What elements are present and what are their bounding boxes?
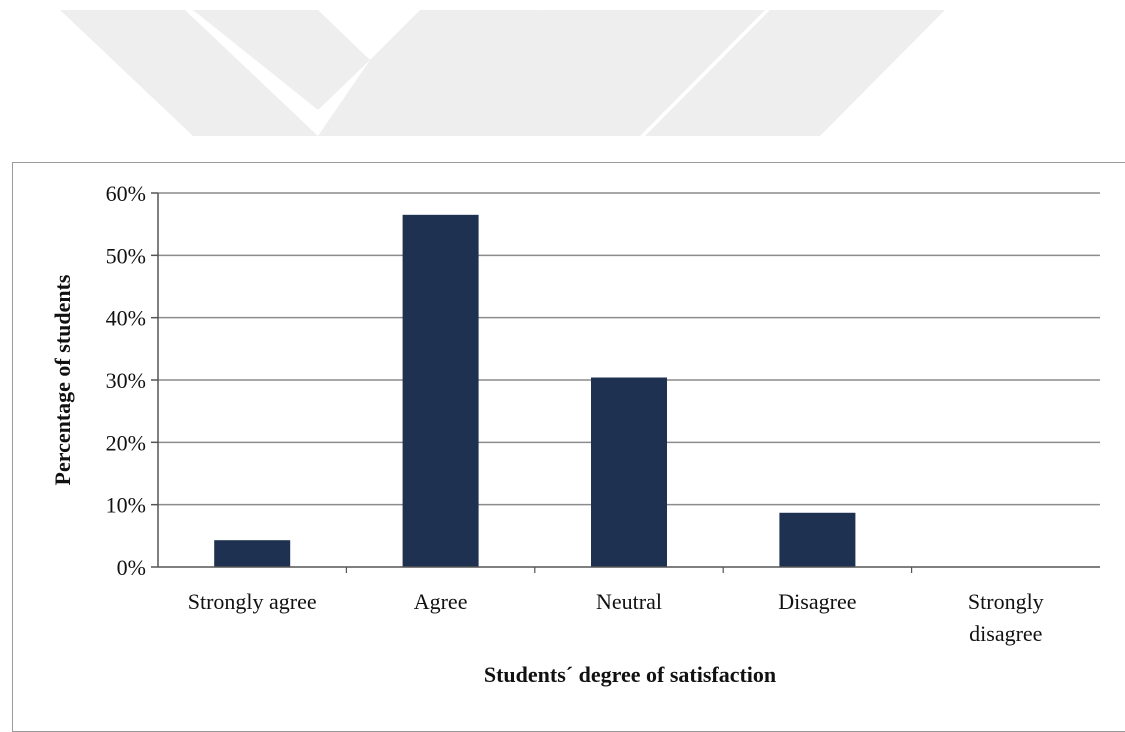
watermark-chevrons: [60, 10, 945, 136]
bar-strongly-agree: [214, 540, 291, 567]
y-tick-label: 30%: [106, 368, 146, 393]
x-tick-label: Strongly agree: [188, 589, 317, 614]
y-tick-label: 40%: [106, 306, 146, 331]
x-tick-label: Strongly disagree: [968, 589, 1044, 646]
y-tick-label: 50%: [106, 243, 146, 268]
bar-disagree: [779, 512, 856, 567]
y-tick-label: 10%: [106, 493, 146, 518]
y-tick-label: 20%: [106, 430, 146, 455]
tick-labels: 0% 10% 20% 30% 40% 50% 60% Strongly agree Agree N…: [106, 181, 1044, 646]
x-tick-label: Agree: [414, 589, 468, 614]
axes: [151, 192, 1100, 573]
y-tick-label: 60%: [106, 181, 146, 206]
x-axis-title: Students´ degree of satisfaction: [484, 662, 776, 687]
x-tick-label: Disagree: [778, 589, 856, 614]
bar-agree: [402, 214, 479, 568]
y-axis-title: Percentage of students: [50, 274, 75, 485]
x-tick-label: Neutral: [596, 589, 662, 614]
y-tick-label: 0%: [117, 555, 146, 580]
bar-neutral: [591, 377, 667, 567]
bars: [214, 214, 856, 568]
